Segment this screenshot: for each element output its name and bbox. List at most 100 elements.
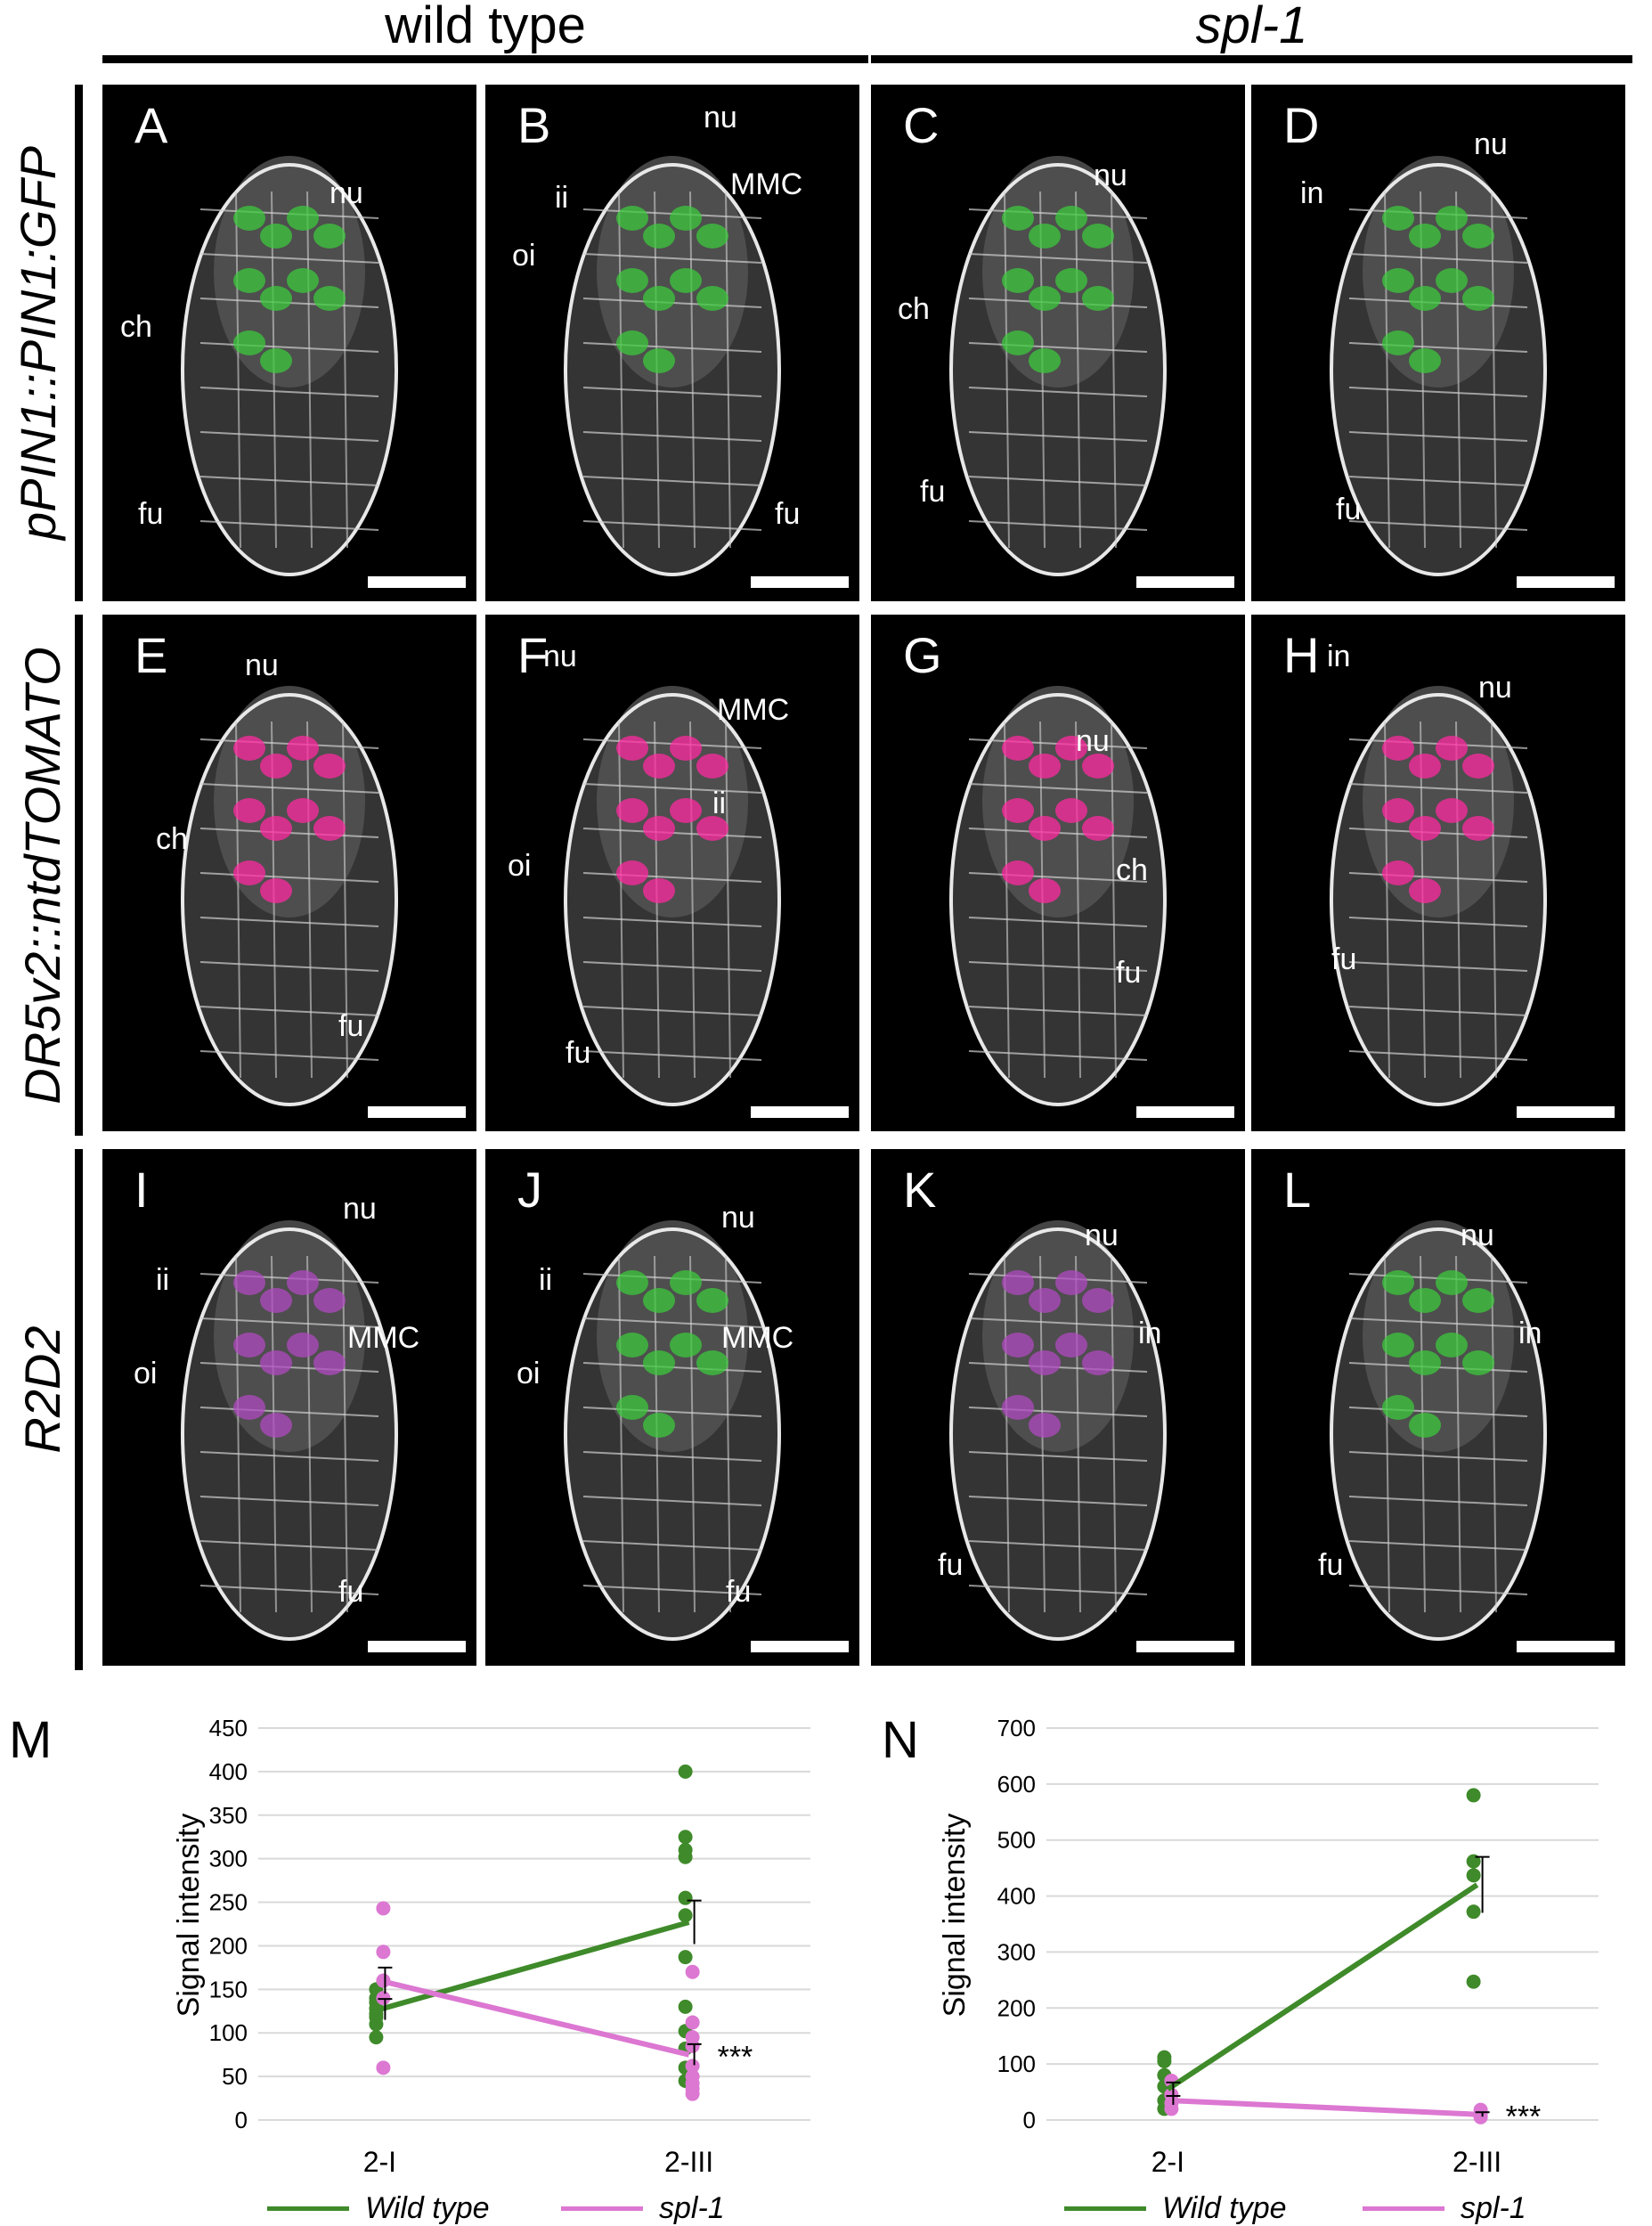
cell-wall-outline [181, 1227, 398, 1641]
panel-letter: H [1283, 627, 1320, 683]
legend-label: Wild type [365, 2191, 490, 2225]
chart-n-legend-spl-1: spl-1 [1363, 2191, 1526, 2226]
series-line [1166, 1882, 1479, 2091]
cell-wall-line [968, 1451, 1148, 1462]
tissue-shape [1002, 1333, 1034, 1358]
tissue-shape [1462, 1288, 1494, 1313]
tissue-shape [313, 1350, 346, 1375]
structure-label: nu [330, 176, 363, 210]
cell-wall-line [1111, 721, 1117, 1079]
cell-wall-line [199, 387, 379, 397]
data-point [1466, 1854, 1481, 1869]
scale-bar [751, 1106, 849, 1118]
cell-wall-outline [564, 1227, 781, 1641]
cell-wall-line [1455, 1255, 1461, 1613]
cell-wall-line [1348, 1540, 1528, 1551]
ovule-illustration [1330, 1220, 1547, 1641]
scale-bar [751, 576, 849, 588]
tissue-shape [1002, 330, 1034, 355]
structure-label: in [1327, 640, 1351, 673]
tissue-shape [1409, 878, 1441, 903]
cell-wall-line [1348, 961, 1528, 972]
cell-wall-line [968, 917, 1148, 927]
scale-bar [1517, 1106, 1615, 1118]
tissue-shape [1382, 330, 1414, 355]
panel-letter: A [134, 97, 168, 153]
y-tick-label: 150 [209, 1976, 248, 2002]
tissue-shape [696, 754, 728, 779]
tissue-shape [1409, 754, 1441, 779]
tissue-shape [616, 268, 648, 293]
data-point [678, 1950, 693, 1965]
tissue-shape [233, 206, 265, 231]
structure-label: ii [555, 181, 569, 215]
tissue-shape [1029, 878, 1061, 903]
cell-wall-line [1348, 253, 1528, 264]
cell-wall-line [1004, 191, 1010, 549]
panel-letter: I [134, 1162, 149, 1218]
cell-wall-line [1004, 1255, 1010, 1613]
tissue-shape [260, 224, 292, 249]
cell-wall-outline [1330, 163, 1547, 576]
cell-wall-line [618, 721, 624, 1079]
tissue-shape [1002, 1395, 1034, 1420]
cell-wall-line [968, 1050, 1148, 1061]
cell-wall-line [1348, 431, 1528, 442]
cell-wall-line [582, 387, 762, 397]
tissue-shape [1409, 1288, 1441, 1313]
cell-wall-line [199, 961, 379, 972]
structure-label: MMC [347, 1321, 420, 1355]
tissue-shape [1409, 348, 1441, 373]
structure-label: nu [1478, 671, 1512, 705]
tissue-shape [1409, 224, 1441, 249]
tissue-shape [313, 286, 346, 311]
cell-wall-line [582, 431, 762, 442]
panel-letter: B [517, 97, 551, 153]
data-point [1466, 1868, 1481, 1883]
row-bar-pin [75, 85, 83, 601]
tissue-shape [1082, 754, 1114, 779]
chart-n-legend-wild-type: Wild type [1064, 2191, 1287, 2226]
cell-wall-line [342, 721, 348, 1079]
cell-wall-line [199, 783, 379, 794]
structure-label: MMC [730, 167, 803, 201]
y-tick-label: 600 [997, 1771, 1036, 1798]
tissue-shape [1082, 224, 1114, 249]
cell-wall-line [1348, 520, 1528, 531]
chart-m-legend-wild-type: Wild type [267, 2191, 490, 2226]
y-tick-label: 350 [209, 1802, 248, 1829]
tissue-shape [1462, 816, 1494, 841]
cell-wall-line [968, 1317, 1148, 1328]
tissue-shape [260, 348, 292, 373]
structure-label: in [1138, 1317, 1162, 1350]
cell-wall-line [199, 917, 379, 927]
tissue-shape [1029, 816, 1061, 841]
scale-bar [368, 1106, 466, 1118]
structure-label: fu [338, 1009, 364, 1043]
structure-label: oi [508, 849, 532, 883]
cell-wall-line [1348, 1451, 1528, 1462]
cell-wall-line [199, 253, 379, 264]
data-point [1157, 2054, 1172, 2068]
panel-letter: F [517, 627, 549, 683]
tissue-shape [260, 754, 292, 779]
ovule-illustration [181, 686, 398, 1106]
cell-wall-line [968, 961, 1148, 972]
tissue-shape [670, 268, 702, 293]
data-point [1164, 2101, 1179, 2116]
ovule-illustration [949, 156, 1167, 576]
tissue-shape [616, 1270, 648, 1295]
tissue-shape [1002, 206, 1034, 231]
tissue-shape [1029, 1288, 1061, 1313]
cell-wall-line [582, 961, 762, 972]
tissue-shape [287, 206, 319, 231]
tissue-shape [1382, 798, 1414, 823]
tissue-shape [1436, 268, 1468, 293]
data-point [1466, 1788, 1481, 1803]
tissue-shape [1029, 348, 1061, 373]
tissue-shape [670, 206, 702, 231]
tissue-shape [616, 798, 648, 823]
